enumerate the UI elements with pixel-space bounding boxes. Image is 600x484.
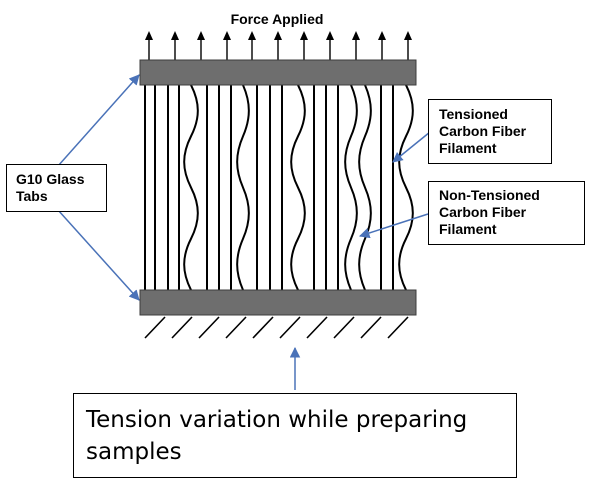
caption-line-1: Tension variation while preparing xyxy=(86,407,468,433)
ground-hatch-3 xyxy=(198,316,220,339)
tensioned-label-line-3: Filament xyxy=(439,140,497,156)
force-arrows xyxy=(145,31,412,60)
tensioned-label-box: Tensioned Carbon Fiber Filament xyxy=(428,99,552,164)
non-tensioned-label-box: Non-Tensioned Carbon Fiber Filament xyxy=(428,181,585,245)
force-arrow-8-icon xyxy=(326,31,334,60)
non-tensioned-filament-9 xyxy=(236,84,250,291)
tabs-label-line-2: Tabs xyxy=(16,188,48,204)
tabs-label-line-1: G10 Glass xyxy=(16,171,85,187)
force-arrow-11-icon xyxy=(404,31,412,60)
force-arrow-2-icon xyxy=(171,31,179,60)
tabs-label-box: G10 Glass Tabs xyxy=(6,164,107,212)
non-tensioned-label-line-1: Non-Tensioned xyxy=(439,187,540,203)
tabs-pointer-bottom-arrow xyxy=(57,209,140,301)
force-arrow-6-icon xyxy=(274,31,282,60)
non-tensioned-pointer-arrow xyxy=(359,213,429,239)
non-tensioned-label-line-3: Filament xyxy=(439,221,497,237)
caption-box: Tension variation while preparing sample… xyxy=(73,393,517,478)
non-tensioned-filament-18 xyxy=(358,84,372,291)
non-tensioned-filament-13 xyxy=(290,84,306,291)
top-g10-tab xyxy=(139,59,417,86)
caption-line-2: samples xyxy=(86,439,182,465)
ground-hatch-7 xyxy=(306,316,328,339)
ground-hatch-6 xyxy=(279,316,301,339)
force-arrow-4-icon xyxy=(223,31,231,60)
force-applied-title: Force Applied xyxy=(231,11,324,27)
non-tensioned-label-line-2: Carbon Fiber xyxy=(439,204,527,220)
ground-hatch-5 xyxy=(252,316,274,339)
carbon-fiber-filaments xyxy=(144,84,414,291)
force-arrow-5-icon xyxy=(248,31,256,60)
ground-hatch-2 xyxy=(171,316,193,339)
force-arrow-10-icon xyxy=(378,31,386,60)
ground-hatch-4 xyxy=(225,316,247,339)
ground-hatch-10 xyxy=(387,316,409,339)
force-arrow-3-icon xyxy=(197,31,205,60)
tensioned-label-line-2: Carbon Fiber xyxy=(439,123,527,139)
tensioned-label-line-1: Tensioned xyxy=(439,106,508,122)
non-tensioned-filament-5 xyxy=(183,84,199,291)
non-tensioned-filament-21 xyxy=(398,84,414,291)
force-arrow-1-icon xyxy=(145,31,153,60)
force-arrow-9-icon xyxy=(352,31,360,60)
fixed-support-hatch xyxy=(144,316,409,339)
ground-hatch-1 xyxy=(144,316,166,339)
non-tensioned-filament-17 xyxy=(344,84,358,291)
ground-hatch-8 xyxy=(333,316,355,339)
force-arrow-7-icon xyxy=(300,31,308,60)
ground-hatch-9 xyxy=(360,316,382,339)
tabs-pointer-top-arrow xyxy=(57,74,140,167)
bottom-g10-tab xyxy=(139,289,417,316)
tensioned-pointer-arrow xyxy=(392,131,431,163)
